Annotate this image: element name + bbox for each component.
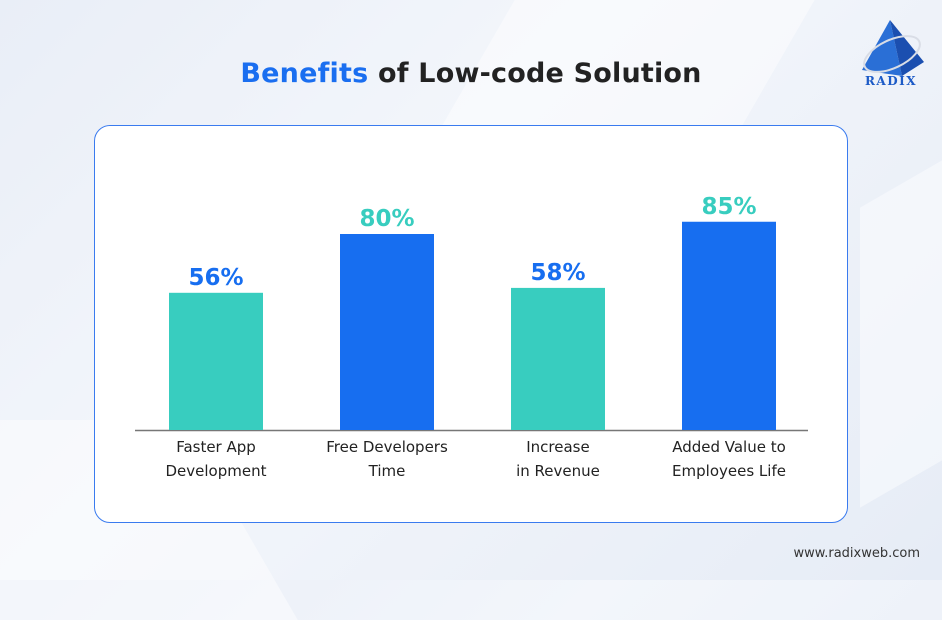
- chart-title: Benefits of Low-code Solution: [0, 58, 942, 89]
- data-label: 85%: [701, 194, 756, 220]
- radix-logo-icon: [862, 20, 924, 76]
- bar: [340, 234, 434, 430]
- category-tick-label: Development: [166, 462, 267, 480]
- website-link[interactable]: www.radixweb.com: [793, 546, 920, 561]
- bar: [682, 221, 776, 430]
- data-label: 80%: [359, 206, 414, 232]
- bar: [511, 287, 605, 430]
- category-tick-label: Employees Life: [672, 462, 786, 480]
- data-label: 58%: [530, 260, 585, 286]
- title-highlight: Benefits: [240, 58, 369, 89]
- category-tick-label: Added Value to: [672, 438, 786, 456]
- bar: [169, 292, 263, 430]
- bar-chart: 56% Faster App Development 80% Free Develope…: [135, 194, 808, 480]
- data-label: 56%: [188, 265, 243, 291]
- logo-text: RADIX: [864, 74, 918, 88]
- category-tick-label: in Revenue: [516, 462, 600, 480]
- category-tick-label: Faster App: [176, 438, 256, 456]
- category-tick-label: Time: [368, 462, 406, 480]
- title-rest: of Low-code Solution: [368, 58, 702, 89]
- category-tick-label: Increase: [526, 438, 589, 456]
- category-tick-label: Free Developers: [326, 438, 448, 456]
